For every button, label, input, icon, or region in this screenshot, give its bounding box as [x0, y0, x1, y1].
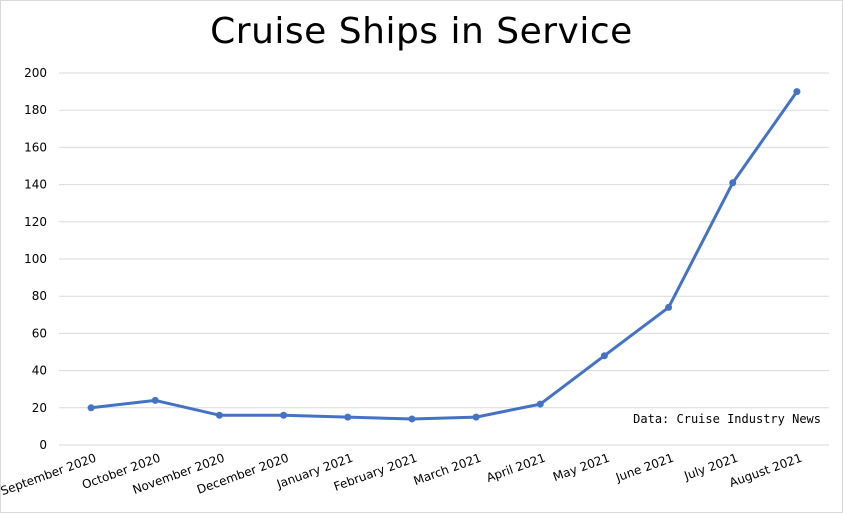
gridlines [59, 72, 829, 446]
data-point [408, 415, 416, 423]
y-tick-label: 100 [24, 252, 47, 266]
data-point [151, 396, 159, 404]
y-tick-label: 180 [24, 103, 47, 117]
y-tick-label: 60 [32, 326, 47, 340]
data-point [600, 352, 608, 360]
data-point [87, 404, 95, 412]
data-point [280, 411, 288, 419]
y-tick-label: 40 [32, 364, 47, 378]
y-tick-label: 140 [24, 178, 47, 192]
x-tick-label: June 2021 [613, 451, 676, 485]
x-tick-label: August 2021 [727, 451, 804, 490]
source-note: Data: Cruise Industry News [633, 412, 821, 426]
data-point [215, 411, 223, 419]
chart-title: Cruise Ships in Service [210, 11, 633, 52]
data-point [665, 303, 673, 311]
y-tick-label: 200 [24, 66, 47, 80]
y-tick-label: 0 [39, 438, 47, 452]
y-tick-label: 160 [24, 140, 47, 154]
series-line [89, 90, 799, 421]
y-axis: 0 20 40 60 80 100 120 140 160 180 200 [24, 66, 47, 452]
y-tick-label: 80 [32, 289, 47, 303]
series [87, 88, 801, 423]
x-tick-label: March 2021 [412, 451, 483, 488]
data-point [344, 413, 352, 421]
data-point [793, 88, 801, 96]
x-tick-label: May 2021 [551, 451, 611, 484]
data-point [472, 413, 480, 421]
y-tick-label: 20 [32, 401, 47, 415]
data-point [729, 179, 737, 187]
y-tick-label: 120 [24, 215, 47, 229]
x-tick-label: April 2021 [484, 451, 547, 485]
data-point [536, 400, 544, 408]
